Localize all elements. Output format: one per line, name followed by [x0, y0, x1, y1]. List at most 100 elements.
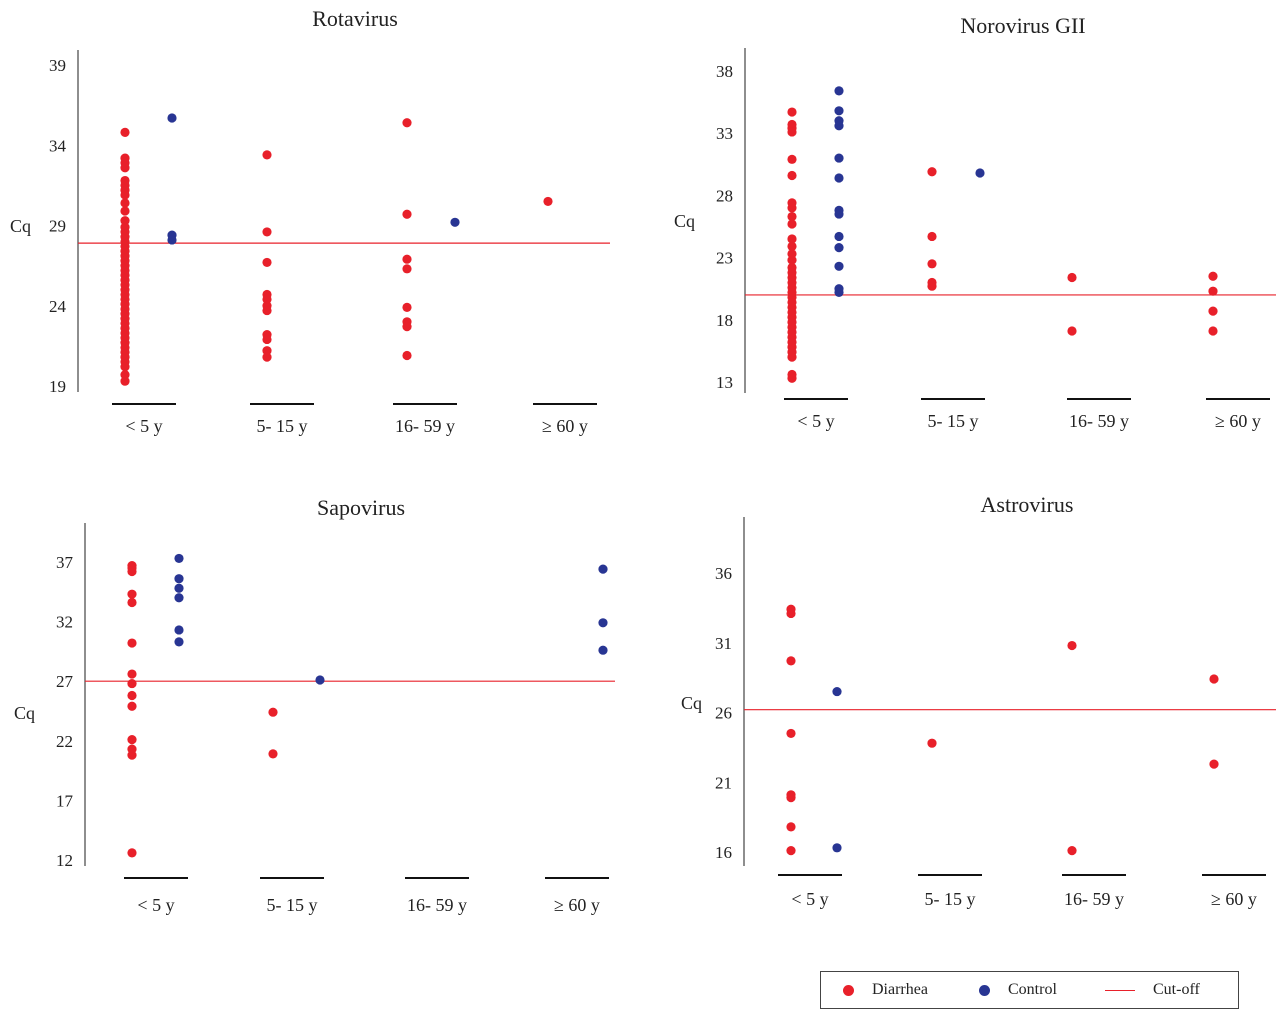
control-point — [598, 564, 608, 574]
y-tick-label: 32 — [56, 613, 73, 632]
category-label: < 5 y — [791, 889, 828, 909]
diarrhea-point — [402, 254, 412, 264]
control-point — [832, 686, 842, 697]
diarrhea-point — [402, 302, 412, 312]
diarrhea-point — [127, 678, 137, 689]
diarrhea-point — [120, 198, 130, 208]
category-label: ≥ 60 y — [1211, 889, 1257, 909]
diarrhea-point — [402, 350, 412, 361]
chart-title: Rotavirus — [312, 6, 398, 31]
diarrhea-point — [262, 352, 272, 362]
diarrhea-point — [127, 669, 137, 679]
control-point — [834, 261, 844, 271]
diarrhea-point — [262, 294, 272, 304]
diarrhea-point — [262, 334, 272, 345]
diarrhea-point — [1067, 640, 1077, 651]
diarrhea-point — [262, 227, 272, 237]
category-label: ≥ 60 y — [542, 416, 588, 436]
control-marker-icon — [979, 984, 990, 996]
diarrhea-point — [120, 370, 130, 380]
category-label: < 5 y — [137, 895, 174, 915]
diarrhea-point — [927, 738, 937, 748]
chart-title: Astrovirus — [981, 492, 1074, 517]
legend: Diarrhea Control Cut-off — [820, 971, 1239, 1009]
diarrhea-point — [120, 190, 130, 200]
diarrhea-point — [262, 346, 272, 356]
y-tick-label: 19 — [49, 377, 66, 396]
diarrhea-point — [120, 163, 130, 173]
diarrhea-point — [787, 352, 797, 362]
category-label: 5- 15 y — [257, 416, 308, 436]
diarrhea-point — [402, 322, 412, 332]
y-tick-label: 18 — [716, 311, 733, 330]
control-point — [834, 209, 844, 219]
control-point — [832, 843, 842, 853]
category-label: ≥ 60 y — [1215, 411, 1261, 431]
diarrhea-point — [402, 209, 412, 219]
diarrhea-point — [1208, 306, 1218, 316]
control-point — [834, 106, 844, 116]
chart-title: Sapovirus — [317, 495, 405, 520]
legend-item-cutoff: Cut-off — [1105, 972, 1200, 1008]
diarrhea-point — [1067, 846, 1077, 856]
diarrhea-marker-icon — [843, 984, 854, 996]
diarrhea-point — [543, 196, 553, 207]
diarrhea-point — [262, 257, 272, 268]
y-tick-label: 34 — [49, 136, 67, 155]
diarrhea-point — [927, 281, 937, 291]
legend-diarrhea-label: Diarrhea — [872, 981, 928, 998]
chart-panel-2: Norovirus GII 13 18 23 28 33 38 Cq < 5 y 5- 15 y 1… — [674, 13, 1276, 431]
y-tick-label: 16 — [715, 843, 732, 862]
diarrhea-point — [1208, 326, 1218, 336]
diarrhea-point — [120, 216, 130, 226]
control-point — [834, 243, 844, 253]
diarrhea-point — [127, 848, 137, 858]
diarrhea-point — [127, 701, 137, 711]
diarrhea-point — [786, 608, 796, 619]
control-point — [174, 637, 184, 647]
y-tick-label: 21 — [715, 773, 732, 792]
diarrhea-point — [127, 597, 137, 608]
diarrhea-point — [786, 822, 796, 832]
control-point — [834, 287, 844, 298]
control-point — [834, 86, 844, 96]
diarrhea-point — [786, 728, 796, 739]
diarrhea-point — [1209, 674, 1219, 684]
chart-panel-1: Rotavirus 19 24 29 34 39 Cq < 5 y 5- 15 y 16- 59 … — [10, 6, 610, 436]
diarrhea-point — [120, 376, 130, 386]
control-point — [315, 675, 325, 685]
diarrhea-point — [120, 206, 130, 216]
control-point — [174, 574, 184, 584]
y-axis-label: Cq — [674, 211, 695, 231]
y-tick-label: 28 — [716, 186, 733, 205]
control-point — [598, 645, 608, 655]
category-label: 16- 59 y — [407, 895, 467, 915]
diarrhea-point — [927, 259, 937, 269]
diarrhea-point — [787, 373, 797, 383]
diarrhea-point — [262, 305, 272, 316]
category-label: 5- 15 y — [928, 411, 979, 431]
y-tick-label: 26 — [715, 704, 732, 723]
diarrhea-point — [262, 150, 272, 160]
diarrhea-point — [120, 362, 130, 372]
control-point — [174, 625, 184, 635]
y-tick-label: 13 — [716, 373, 733, 392]
diarrhea-point — [1067, 326, 1077, 336]
category-label: ≥ 60 y — [554, 895, 600, 915]
diarrhea-point — [787, 127, 797, 137]
control-point — [174, 583, 184, 593]
control-point — [174, 593, 184, 603]
diarrhea-point — [127, 750, 137, 760]
diarrhea-point — [1209, 759, 1219, 769]
category-label: < 5 y — [125, 416, 162, 436]
y-tick-label: 37 — [56, 553, 74, 572]
category-label: 16- 59 y — [395, 416, 455, 436]
control-point — [975, 168, 985, 178]
y-axis-label: Cq — [10, 216, 31, 236]
chart-title: Norovirus GII — [960, 13, 1085, 38]
control-point — [834, 153, 844, 163]
chart-panel-3: Sapovirus 12 17 22 27 32 37 Cq < 5 y 5- 15 y 16- 5… — [14, 495, 615, 915]
diarrhea-point — [787, 241, 797, 252]
category-label: < 5 y — [797, 411, 834, 431]
y-tick-label: 31 — [715, 634, 732, 653]
